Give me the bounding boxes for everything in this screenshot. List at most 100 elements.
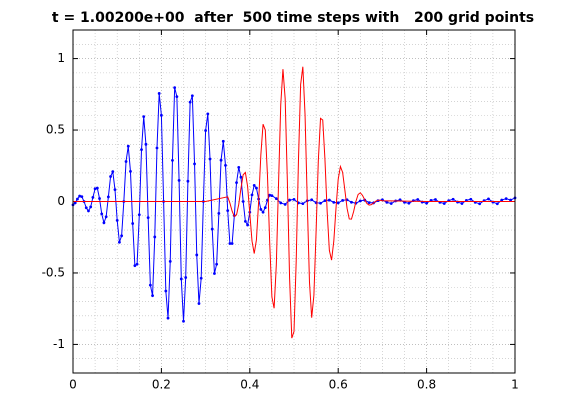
- series-marker: [255, 186, 258, 190]
- series-marker: [341, 198, 345, 202]
- y-tick-label: 0: [57, 194, 65, 208]
- series-marker: [460, 202, 464, 205]
- series-marker: [89, 205, 93, 209]
- series-marker: [403, 200, 406, 204]
- series-marker: [332, 200, 336, 204]
- series-marker: [160, 113, 163, 117]
- series-marker: [111, 170, 115, 174]
- series-marker: [195, 253, 199, 257]
- series-marker: [153, 235, 157, 239]
- series-marker: [120, 234, 124, 238]
- series-marker: [126, 144, 130, 148]
- series-marker: [84, 206, 88, 210]
- series-marker: [73, 201, 77, 205]
- series-marker: [487, 197, 490, 201]
- series-marker: [190, 94, 194, 98]
- series-marker: [500, 198, 504, 202]
- series-marker: [144, 142, 148, 146]
- series-marker: [398, 198, 402, 202]
- series-marker: [283, 202, 287, 206]
- series-marker: [213, 272, 216, 275]
- chart-title: t = 1.00200e+00 after 500 time steps wit…: [52, 10, 534, 26]
- series-line: [73, 66, 515, 339]
- series-marker: [157, 92, 161, 95]
- series-marker: [80, 195, 84, 199]
- series-marker: [197, 302, 201, 305]
- series-marker: [336, 201, 340, 205]
- x-tick-label: 0: [69, 378, 77, 392]
- series-marker: [385, 200, 389, 204]
- series-marker: [219, 158, 223, 162]
- series-marker: [509, 198, 512, 202]
- x-tick-label: 1: [511, 378, 519, 392]
- series-marker: [301, 202, 305, 206]
- series-marker: [268, 193, 272, 197]
- series-marker: [179, 277, 183, 281]
- series-marker: [188, 100, 192, 104]
- series-marker: [210, 227, 214, 231]
- series-marker: [129, 169, 132, 173]
- series-marker: [469, 197, 473, 201]
- series-marker: [137, 213, 141, 217]
- series-marker: [104, 215, 108, 219]
- series-marker: [434, 198, 437, 201]
- series-marker: [228, 242, 232, 245]
- y-tick-label: 0.5: [46, 123, 65, 137]
- series-marker: [288, 198, 291, 202]
- series-marker: [124, 160, 128, 163]
- series-marker: [118, 240, 121, 244]
- series-marker: [246, 223, 249, 227]
- series-marker: [148, 283, 152, 287]
- series-marker: [270, 194, 274, 198]
- series-marker: [175, 95, 179, 98]
- series-marker: [131, 222, 135, 225]
- series-marker: [100, 212, 104, 216]
- series-marker: [133, 264, 137, 268]
- series-marker: [173, 86, 177, 89]
- series-marker: [292, 197, 296, 201]
- series-marker: [250, 193, 254, 197]
- series-marker: [261, 210, 265, 214]
- series-marker: [504, 197, 508, 201]
- series-marker: [319, 201, 322, 205]
- series-marker: [115, 218, 119, 222]
- series-marker: [177, 178, 181, 182]
- series-marker: [193, 162, 196, 166]
- series-marker: [171, 158, 174, 162]
- series-marker: [221, 139, 225, 143]
- x-tick-label: 0.6: [329, 378, 348, 392]
- series-marker: [367, 201, 371, 205]
- series-marker: [442, 202, 446, 205]
- series-marker: [407, 201, 411, 205]
- series-marker: [206, 112, 210, 116]
- series-marker: [323, 199, 327, 203]
- series-marker: [252, 183, 256, 187]
- series-marker: [135, 262, 139, 266]
- series-marker: [230, 242, 234, 245]
- series-marker: [78, 194, 82, 198]
- x-tick-label: 0.4: [240, 378, 259, 392]
- series-marker: [226, 209, 230, 213]
- series-marker: [76, 197, 79, 201]
- y-tick-label: -0.5: [42, 265, 65, 279]
- series-marker: [91, 195, 95, 199]
- series-marker: [239, 175, 243, 179]
- series-marker: [416, 198, 420, 201]
- series-marker: [186, 179, 190, 183]
- series-marker: [182, 319, 185, 323]
- series-marker: [237, 165, 241, 169]
- series-marker: [113, 188, 117, 192]
- series-marker: [495, 202, 499, 206]
- series-marker: [102, 221, 106, 225]
- series-marker: [168, 259, 172, 263]
- series-marker: [259, 207, 263, 211]
- series-marker: [95, 186, 99, 190]
- x-tick-label: 0.2: [152, 378, 171, 392]
- y-tick-label: 1: [57, 51, 65, 65]
- series-marker: [310, 198, 314, 202]
- series-marker: [235, 181, 238, 185]
- series-marker: [146, 216, 150, 220]
- series-marker: [451, 197, 455, 201]
- series-marker: [243, 219, 247, 223]
